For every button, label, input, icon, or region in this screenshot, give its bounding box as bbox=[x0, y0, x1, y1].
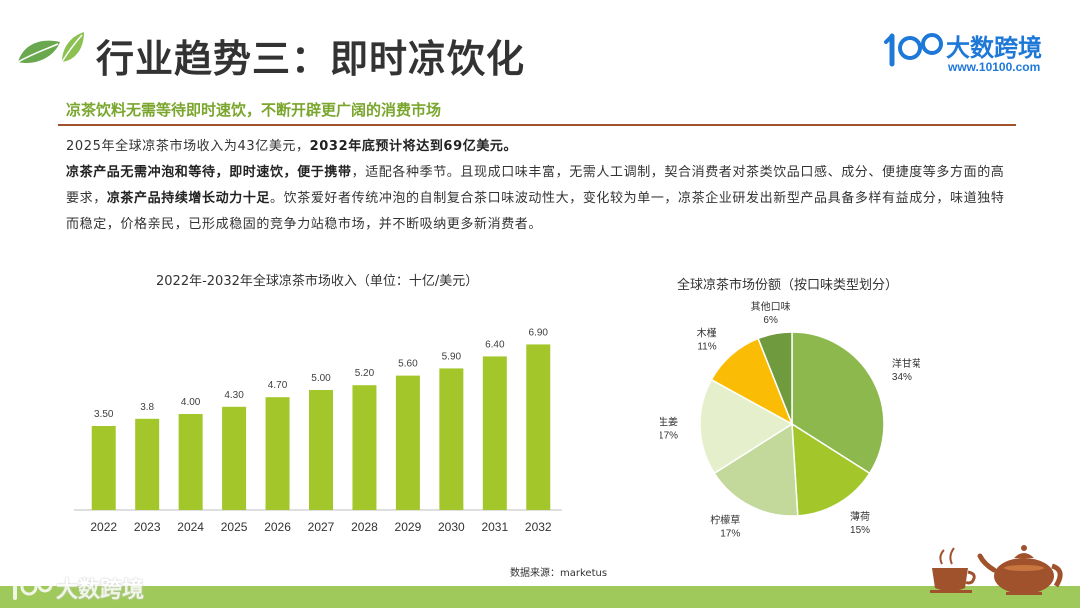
data-source: 数据来源：marketus bbox=[510, 568, 608, 579]
footer-band bbox=[0, 586, 1080, 608]
pie-label-3: 生姜 bbox=[660, 416, 678, 429]
pie-pct-label-1: 15% bbox=[850, 525, 870, 536]
pie-pct-label-0: 34% bbox=[892, 372, 912, 383]
bar-tick-label-2024: 2024 bbox=[177, 520, 204, 534]
bar-tick-label-2028: 2028 bbox=[351, 520, 378, 534]
pie-label-0: 洋甘菊 bbox=[892, 357, 920, 370]
bar-2023 bbox=[135, 418, 160, 510]
pie-slice-5 bbox=[757, 331, 793, 425]
body-p2-d: 。饮茶爱好者传统冲泡的自制复合茶口味波动性大，变化较为单一，凉茶企业研发出新型产… bbox=[66, 191, 1005, 232]
body-p2-c: 凉茶产品持续增长动力十足 bbox=[106, 191, 271, 206]
pie-chart: 洋甘菊 34% 薄荷 15% 柠檬草 17% 生姜 17% 木槿 11% 其他口味 6% bbox=[660, 300, 920, 540]
bar-value-label-2023: 3.8 bbox=[140, 402, 154, 413]
bar-tick-label-2032: 2032 bbox=[525, 520, 552, 534]
bar-2024 bbox=[178, 414, 203, 510]
footer-watermark: 大数跨境 bbox=[10, 570, 150, 604]
pie-pct-label-3: 17% bbox=[660, 431, 678, 442]
bar-value-label-2029: 5.60 bbox=[398, 359, 418, 370]
teapot-icon bbox=[930, 545, 1063, 595]
bar-value-label-2030: 5.90 bbox=[442, 351, 462, 362]
body-p1-b: 2032年底预计将达到69亿美元。 bbox=[309, 139, 518, 154]
bar-tick-label-2031: 2031 bbox=[481, 520, 508, 534]
bar-2029 bbox=[395, 375, 420, 510]
bar-tick-label-2025: 2025 bbox=[221, 520, 248, 534]
bar-tick-label-2022: 2022 bbox=[90, 520, 117, 534]
bar-chart: 3.50 2022 3.8 2023 4.00 2024 4.30 2025 4.70 2026 5… bbox=[74, 327, 562, 534]
brand-logo-icon bbox=[884, 33, 943, 67]
pie-slice-3 bbox=[699, 378, 794, 475]
body-p2-b: ，适配各种季节。且现成口味丰富，无需人工调制，契合消费者对茶类饮品口感、成分、便… bbox=[66, 165, 1005, 206]
divider bbox=[58, 124, 1016, 126]
bar-2028 bbox=[352, 385, 377, 510]
bar-tick-label-2027: 2027 bbox=[308, 520, 335, 534]
body-text: 2025年全球凉茶市场收入为43亿美元，2032年底预计将达到69亿美元。 凉茶… bbox=[66, 134, 1016, 238]
brand-name: 大数跨境 bbox=[946, 34, 1042, 62]
pie-pct-label-5: 6% bbox=[763, 315, 778, 326]
brand-url: www.10100.com bbox=[948, 60, 1041, 74]
bar-tick-label-2029: 2029 bbox=[395, 520, 422, 534]
watermark-logo-icon bbox=[13, 576, 53, 600]
bar-2025 bbox=[222, 406, 247, 510]
pie-slice-1 bbox=[791, 422, 871, 517]
bar-value-label-2032: 6.90 bbox=[529, 327, 549, 338]
section-subtitle: 凉茶饮料无需等待即时速饮，不断开辟更广阔的消费市场 bbox=[66, 101, 442, 119]
bar-value-label-2027: 5.00 bbox=[311, 373, 331, 384]
pie-label-5: 其他口味 bbox=[751, 300, 791, 313]
bar-tick-label-2023: 2023 bbox=[134, 520, 161, 534]
bar-value-label-2028: 5.20 bbox=[355, 368, 375, 379]
bar-tick-label-2026: 2026 bbox=[264, 520, 291, 534]
bar-chart-title: 2022年-2032年全球凉茶市场收入（单位：十亿/美元） bbox=[156, 274, 479, 289]
bar-2030 bbox=[439, 368, 464, 510]
pie-chart-title: 全球凉茶市场份额（按口味类型划分） bbox=[677, 278, 899, 293]
pie-slice-2 bbox=[713, 422, 799, 517]
bar-2022 bbox=[91, 426, 116, 510]
bar-value-label-2022: 3.50 bbox=[94, 409, 114, 420]
bar-2032 bbox=[526, 344, 551, 510]
pie-label-4: 木槿 bbox=[697, 326, 717, 339]
bar-value-label-2024: 4.00 bbox=[181, 397, 201, 408]
body-p2-a: 凉茶产品无需冲泡和等待，即时速饮，便于携带 bbox=[66, 165, 352, 180]
bar-2026 bbox=[265, 397, 290, 510]
pie-label-2: 柠檬草 bbox=[710, 514, 740, 527]
bar-2031 bbox=[482, 356, 507, 510]
bar-value-label-2031: 6.40 bbox=[485, 339, 505, 350]
watermark-text: 大数跨境 bbox=[56, 578, 145, 603]
page-title: 行业趋势三：即时凉饮化 bbox=[96, 37, 526, 81]
pie-pct-label-2: 17% bbox=[720, 529, 740, 540]
pie-pct-label-4: 11% bbox=[697, 341, 716, 352]
bar-value-label-2026: 4.70 bbox=[268, 380, 288, 391]
leaf-icon bbox=[17, 32, 84, 64]
bar-tick-label-2030: 2030 bbox=[438, 520, 465, 534]
pie-label-1: 薄荷 bbox=[850, 510, 870, 523]
brand: 大数跨境 www.10100.com bbox=[884, 26, 1056, 78]
bar-2027 bbox=[309, 390, 333, 510]
bar-value-label-2025: 4.30 bbox=[224, 390, 244, 401]
body-p1-a: 2025年全球凉茶市场收入为43亿美元， bbox=[66, 139, 310, 154]
